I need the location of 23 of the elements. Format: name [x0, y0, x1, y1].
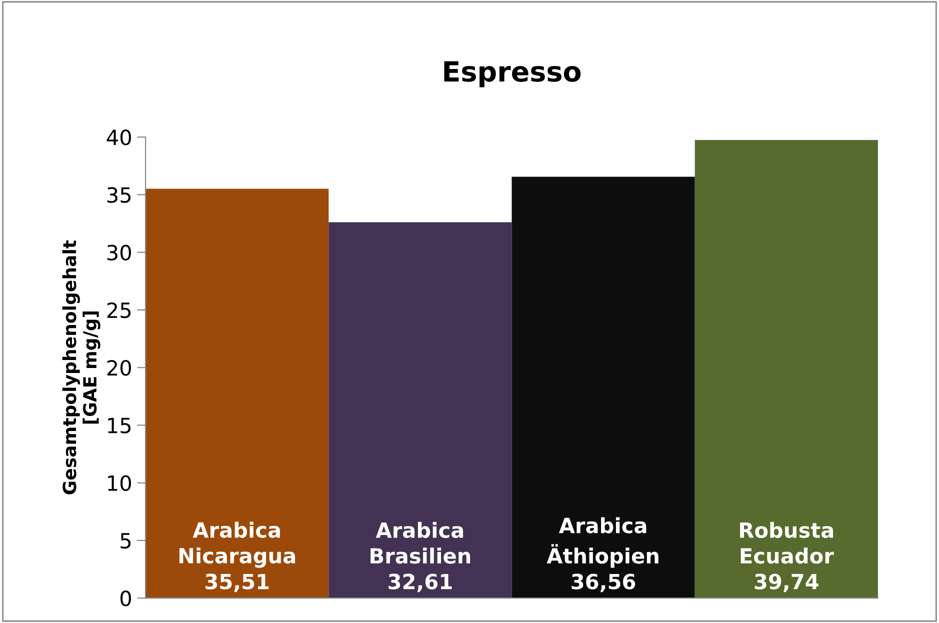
data-label: 32,61	[388, 574, 452, 592]
y-tick-label: 0	[120, 590, 131, 606]
y-tick-label: 30	[107, 244, 131, 261]
chart-title: Espresso	[444, 61, 581, 88]
y-tick-label: 15	[108, 418, 131, 434]
y-axis-title: Gesamtpolyphenolgehalt [GAE mg/g]	[62, 240, 100, 494]
y-tick-label: 40	[106, 130, 131, 146]
x-tick-label: Arabica Äthiopien	[546, 517, 658, 568]
y-tick-label: 20	[107, 360, 131, 376]
bar	[146, 188, 329, 598]
data-label: 35,51	[206, 574, 269, 592]
y-tick-label: 10	[108, 475, 131, 492]
data-label: 39,74	[754, 574, 818, 592]
x-tick-label: Robusta Ecuador	[740, 522, 834, 564]
bar	[328, 222, 512, 598]
y-tick-label: 5	[120, 533, 131, 549]
data-label: 36,56	[572, 574, 636, 592]
bar	[694, 140, 878, 598]
bar	[512, 176, 695, 598]
y-tick-label: 35	[107, 187, 131, 203]
x-tick-label: Arabica Brasilien	[370, 522, 470, 564]
y-tick-label: 25	[107, 302, 131, 318]
x-tick-label: Arabica Nicaragua	[179, 522, 296, 568]
